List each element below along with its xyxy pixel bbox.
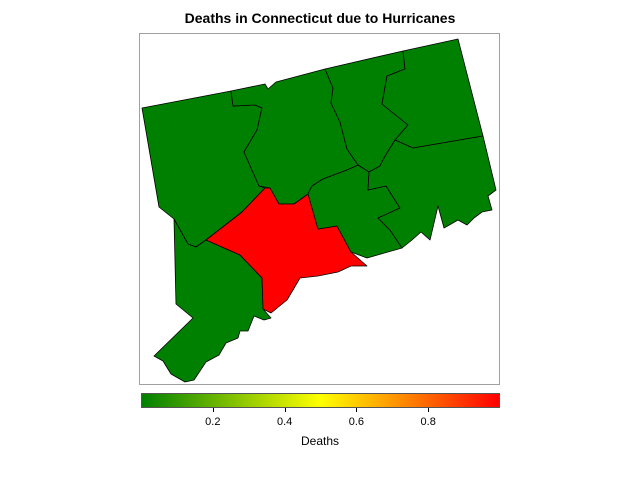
legend-tick-label: 0.2	[205, 416, 221, 428]
legend-title: Deaths	[300, 434, 340, 448]
legend-tick-mark	[428, 408, 430, 412]
legend-tick-mark	[356, 408, 358, 412]
map-frame	[139, 33, 500, 385]
region-newhaven[interactable]	[205, 187, 368, 314]
legend-tick-label: 0.4	[276, 416, 293, 428]
legend-color-ramp	[141, 393, 500, 408]
region-newlondon[interactable]	[367, 135, 497, 249]
legend-tick-label: 0.8	[420, 416, 436, 428]
region-windham[interactable]	[381, 38, 484, 149]
legend-tick-label: 0.6	[348, 416, 365, 428]
legend-tick-mark	[284, 408, 286, 412]
chart-title: Deaths in Connecticut due to Hurricanes	[184, 10, 456, 26]
legend-tick-mark	[212, 408, 214, 412]
